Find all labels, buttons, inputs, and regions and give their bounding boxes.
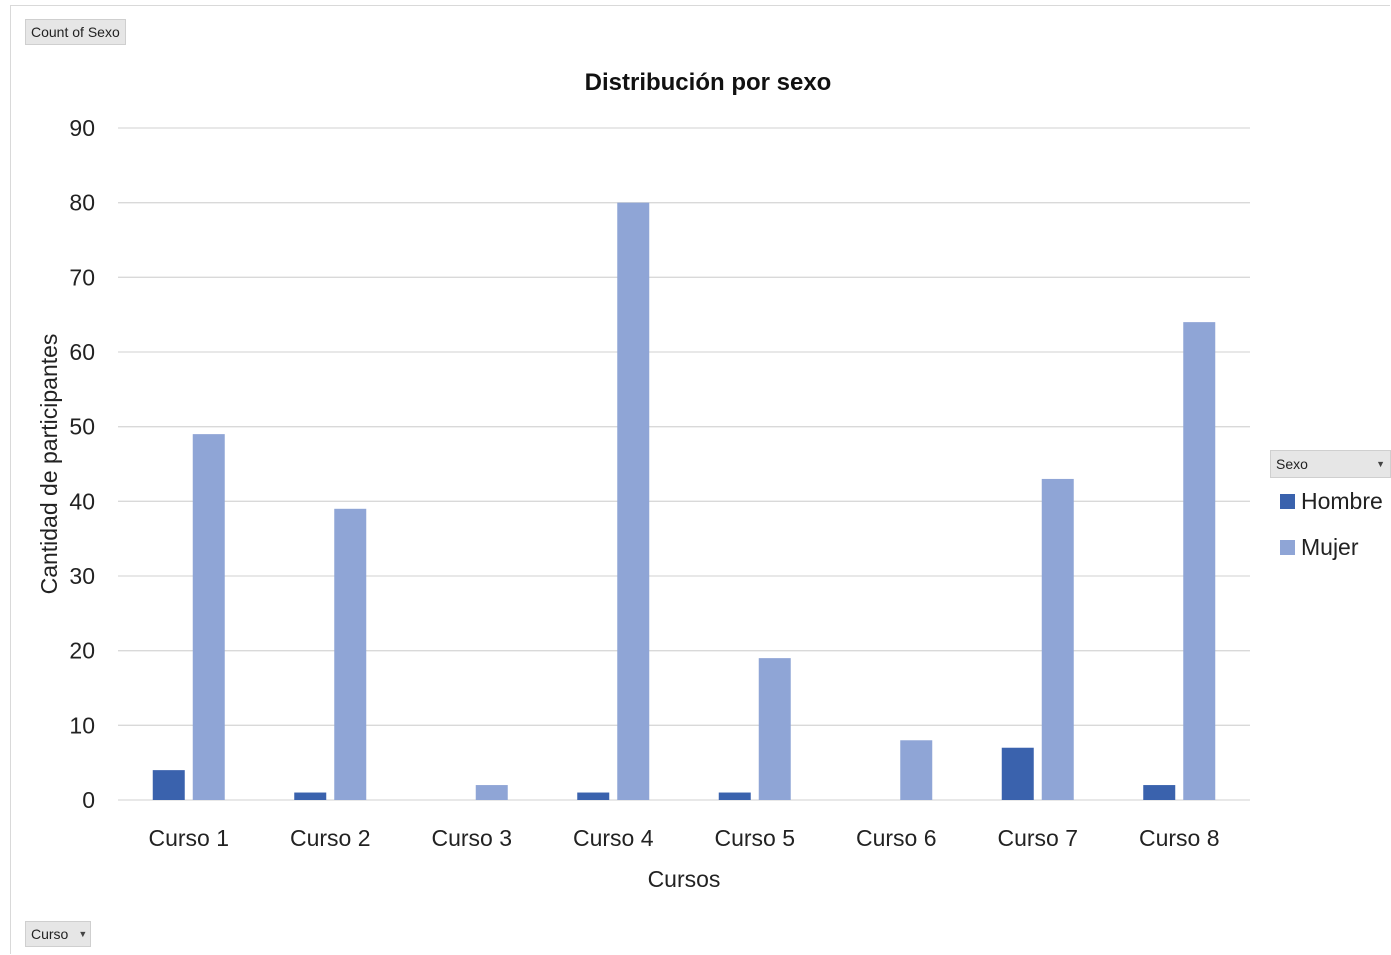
y-tick-label: 30 <box>69 563 95 589</box>
legend-label-mujer: Mujer <box>1301 533 1359 560</box>
y-tick-label: 70 <box>69 264 95 290</box>
bar-mujer <box>334 508 367 800</box>
bar-mujer <box>617 202 650 800</box>
bar-hombre <box>294 792 327 800</box>
bar-mujer <box>1041 478 1074 800</box>
x-tick-label: Curso 2 <box>290 825 371 851</box>
bar-hombre <box>718 792 751 800</box>
legend: Hombre Mujer <box>1280 486 1383 578</box>
x-tick-label: Curso 5 <box>714 825 795 851</box>
y-tick-label: 40 <box>69 488 95 514</box>
y-tick-label: 90 <box>69 115 95 141</box>
y-tick-label: 20 <box>69 638 95 664</box>
x-tick-label: Curso 4 <box>573 825 654 851</box>
x-tick-label: Curso 7 <box>997 825 1078 851</box>
legend-field-button[interactable]: Sexo ▼ <box>1270 450 1391 478</box>
legend-label-hombre: Hombre <box>1301 487 1383 514</box>
y-tick-label: 60 <box>69 339 95 365</box>
x-tick-label: Curso 8 <box>1139 825 1220 851</box>
bar-mujer <box>192 434 225 800</box>
row-field-label: Curso <box>31 926 69 942</box>
y-tick-label: 80 <box>69 190 95 216</box>
dropdown-arrow-icon[interactable]: ▼ <box>78 929 88 939</box>
chart-title: Distribución por sexo <box>585 69 832 96</box>
bar-mujer <box>758 658 791 800</box>
legend-swatch-hombre <box>1280 493 1295 509</box>
bar-mujer <box>900 740 933 800</box>
bar-mujer <box>475 785 508 800</box>
chart-area-border <box>10 5 1390 954</box>
value-field-button[interactable]: Count of Sexo <box>25 19 126 45</box>
x-tick-label: Curso 3 <box>431 825 512 851</box>
bar-mujer <box>1183 322 1216 800</box>
value-field-label: Count of Sexo <box>31 24 120 40</box>
bar-hombre <box>577 792 610 800</box>
dropdown-arrow-icon[interactable]: ▼ <box>1376 459 1385 469</box>
bar-hombre <box>1143 785 1176 800</box>
x-tick-label: Curso 1 <box>148 825 229 851</box>
legend-swatch-mujer <box>1280 539 1295 555</box>
row-field-button[interactable]: Curso ▼ <box>25 921 91 947</box>
y-tick-label: 10 <box>69 712 95 738</box>
legend-item-hombre[interactable]: Hombre <box>1280 486 1383 516</box>
x-axis-label: Cursos <box>648 866 721 892</box>
x-tick-label: Curso 6 <box>856 825 937 851</box>
bar-hombre <box>152 770 185 800</box>
y-tick-label: 50 <box>69 414 95 440</box>
legend-item-mujer[interactable]: Mujer <box>1280 532 1383 562</box>
legend-field-label: Sexo <box>1276 456 1308 472</box>
y-tick-label: 0 <box>82 787 95 813</box>
y-axis-label: Cantidad de participantes <box>36 334 62 595</box>
bar-hombre <box>1001 747 1034 800</box>
